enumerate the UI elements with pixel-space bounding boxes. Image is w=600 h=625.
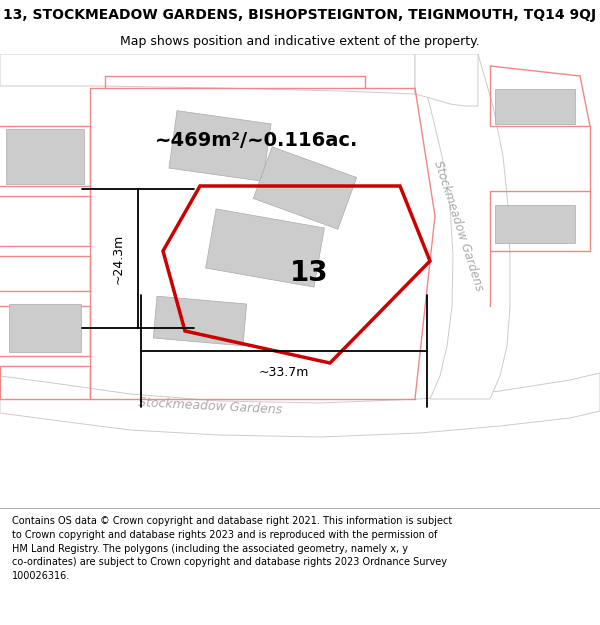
Polygon shape bbox=[206, 209, 325, 287]
Text: ~33.7m: ~33.7m bbox=[259, 366, 309, 379]
Polygon shape bbox=[0, 54, 415, 94]
Text: ~469m²/~0.116ac.: ~469m²/~0.116ac. bbox=[155, 131, 358, 151]
Polygon shape bbox=[415, 54, 478, 106]
Polygon shape bbox=[169, 111, 271, 181]
Polygon shape bbox=[9, 304, 81, 352]
Polygon shape bbox=[6, 129, 84, 184]
Text: Map shows position and indicative extent of the property.: Map shows position and indicative extent… bbox=[120, 35, 480, 48]
Polygon shape bbox=[253, 147, 356, 229]
Text: Stockmeadow Gardens: Stockmeadow Gardens bbox=[137, 396, 283, 416]
Text: Stockmeadow Gardens: Stockmeadow Gardens bbox=[431, 159, 485, 293]
Polygon shape bbox=[154, 296, 247, 346]
Polygon shape bbox=[415, 54, 510, 399]
Polygon shape bbox=[0, 373, 600, 437]
Text: 13, STOCKMEADOW GARDENS, BISHOPSTEIGNTON, TEIGNMOUTH, TQ14 9QJ: 13, STOCKMEADOW GARDENS, BISHOPSTEIGNTON… bbox=[4, 8, 596, 22]
Polygon shape bbox=[495, 89, 575, 124]
Polygon shape bbox=[495, 205, 575, 243]
Text: Contains OS data © Crown copyright and database right 2021. This information is : Contains OS data © Crown copyright and d… bbox=[12, 516, 452, 581]
Text: ~24.3m: ~24.3m bbox=[112, 233, 125, 284]
Text: 13: 13 bbox=[290, 259, 329, 287]
